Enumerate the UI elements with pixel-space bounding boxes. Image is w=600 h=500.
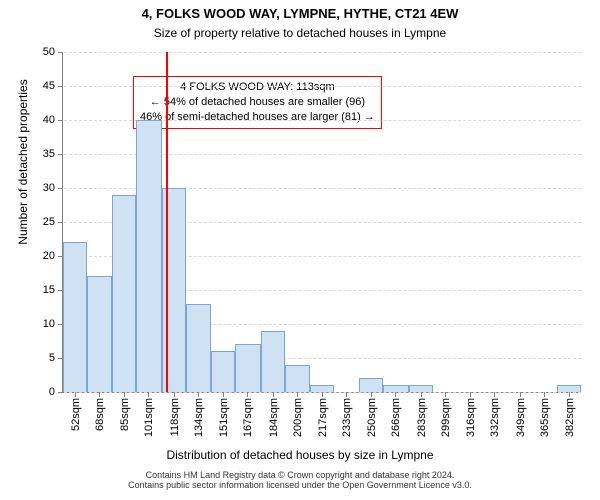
annotation-box: 4 FOLKS WOOD WAY: 113sqm ← 54% of detach… <box>133 76 382 129</box>
xtick-label: 332sqm <box>487 398 501 437</box>
chart-title: 4, FOLKS WOOD WAY, LYMPNE, HYTHE, CT21 4… <box>0 6 600 21</box>
xtick-label: 151sqm <box>216 398 230 437</box>
histogram-bar <box>409 385 433 392</box>
xtick-label: 266sqm <box>388 398 402 437</box>
x-axis-label: Distribution of detached houses by size … <box>0 448 600 462</box>
ytick-label: 45 <box>43 80 63 92</box>
xtick-mark <box>148 392 149 397</box>
histogram-bar <box>310 385 334 392</box>
xtick-label: 101sqm <box>141 398 155 437</box>
xtick-mark <box>395 392 396 397</box>
property-marker-line <box>166 52 168 392</box>
histogram-bar <box>186 304 211 392</box>
grid-line <box>59 52 581 53</box>
xtick-label: 200sqm <box>290 398 304 437</box>
ytick-label: 15 <box>43 284 63 296</box>
xtick-mark <box>494 392 495 397</box>
histogram-bar <box>261 331 285 392</box>
xtick-label: 233sqm <box>339 398 353 437</box>
annotation-line3: 46% of semi-detached houses are larger (… <box>140 110 375 125</box>
xtick-label: 68sqm <box>92 398 106 431</box>
xtick-label: 85sqm <box>117 398 131 431</box>
ytick-label: 10 <box>43 318 63 330</box>
ytick-label: 25 <box>43 216 63 228</box>
histogram-bar <box>63 242 87 392</box>
xtick-mark <box>297 392 298 397</box>
ytick-label: 20 <box>43 250 63 262</box>
y-axis-label: Number of detached properties <box>16 0 30 332</box>
xtick-mark <box>371 392 372 397</box>
xtick-mark <box>346 392 347 397</box>
xtick-mark <box>544 392 545 397</box>
xtick-mark <box>470 392 471 397</box>
histogram-chart: 4, FOLKS WOOD WAY, LYMPNE, HYTHE, CT21 4… <box>0 0 600 500</box>
ytick-label: 40 <box>43 114 63 126</box>
chart-subtitle: Size of property relative to detached ho… <box>0 26 600 40</box>
histogram-bar <box>87 276 112 392</box>
xtick-label: 316sqm <box>463 398 477 437</box>
xtick-label: 167sqm <box>240 398 254 437</box>
histogram-bar <box>285 365 310 392</box>
xtick-label: 217sqm <box>315 398 329 437</box>
xtick-label: 349sqm <box>513 398 527 437</box>
xtick-label: 299sqm <box>438 398 452 437</box>
histogram-bar <box>211 351 235 392</box>
plot-area: 4 FOLKS WOOD WAY: 113sqm ← 54% of detach… <box>62 52 581 393</box>
footer-line1: Contains HM Land Registry data © Crown c… <box>0 470 600 480</box>
xtick-label: 134sqm <box>191 398 205 437</box>
xtick-mark <box>569 392 570 397</box>
ytick-label: 30 <box>43 182 63 194</box>
annotation-line2: ← 54% of detached houses are smaller (96… <box>140 95 375 110</box>
xtick-label: 52sqm <box>68 398 82 431</box>
footer-line2: Contains public sector information licen… <box>0 480 600 490</box>
ytick-label: 0 <box>49 386 63 398</box>
xtick-mark <box>223 392 224 397</box>
ytick-label: 50 <box>43 46 63 58</box>
xtick-mark <box>75 392 76 397</box>
grid-line <box>59 392 581 393</box>
xtick-mark <box>124 392 125 397</box>
histogram-bar <box>557 385 581 392</box>
xtick-mark <box>174 392 175 397</box>
xtick-mark <box>520 392 521 397</box>
histogram-bar <box>136 120 161 392</box>
histogram-bar <box>383 385 408 392</box>
xtick-mark <box>421 392 422 397</box>
ytick-label: 5 <box>49 352 63 364</box>
histogram-bar <box>359 378 383 392</box>
xtick-mark <box>198 392 199 397</box>
xtick-label: 382sqm <box>562 398 576 437</box>
xtick-mark <box>247 392 248 397</box>
xtick-mark <box>322 392 323 397</box>
chart-footer: Contains HM Land Registry data © Crown c… <box>0 470 600 490</box>
histogram-bar <box>112 195 136 392</box>
xtick-label: 365sqm <box>537 398 551 437</box>
xtick-label: 118sqm <box>167 398 181 436</box>
xtick-mark <box>445 392 446 397</box>
xtick-mark <box>273 392 274 397</box>
xtick-mark <box>99 392 100 397</box>
xtick-label: 283sqm <box>414 398 428 437</box>
annotation-line1: 4 FOLKS WOOD WAY: 113sqm <box>140 80 375 95</box>
xtick-label: 184sqm <box>266 398 280 437</box>
histogram-bar <box>235 344 260 392</box>
ytick-label: 35 <box>43 148 63 160</box>
xtick-label: 250sqm <box>364 398 378 437</box>
